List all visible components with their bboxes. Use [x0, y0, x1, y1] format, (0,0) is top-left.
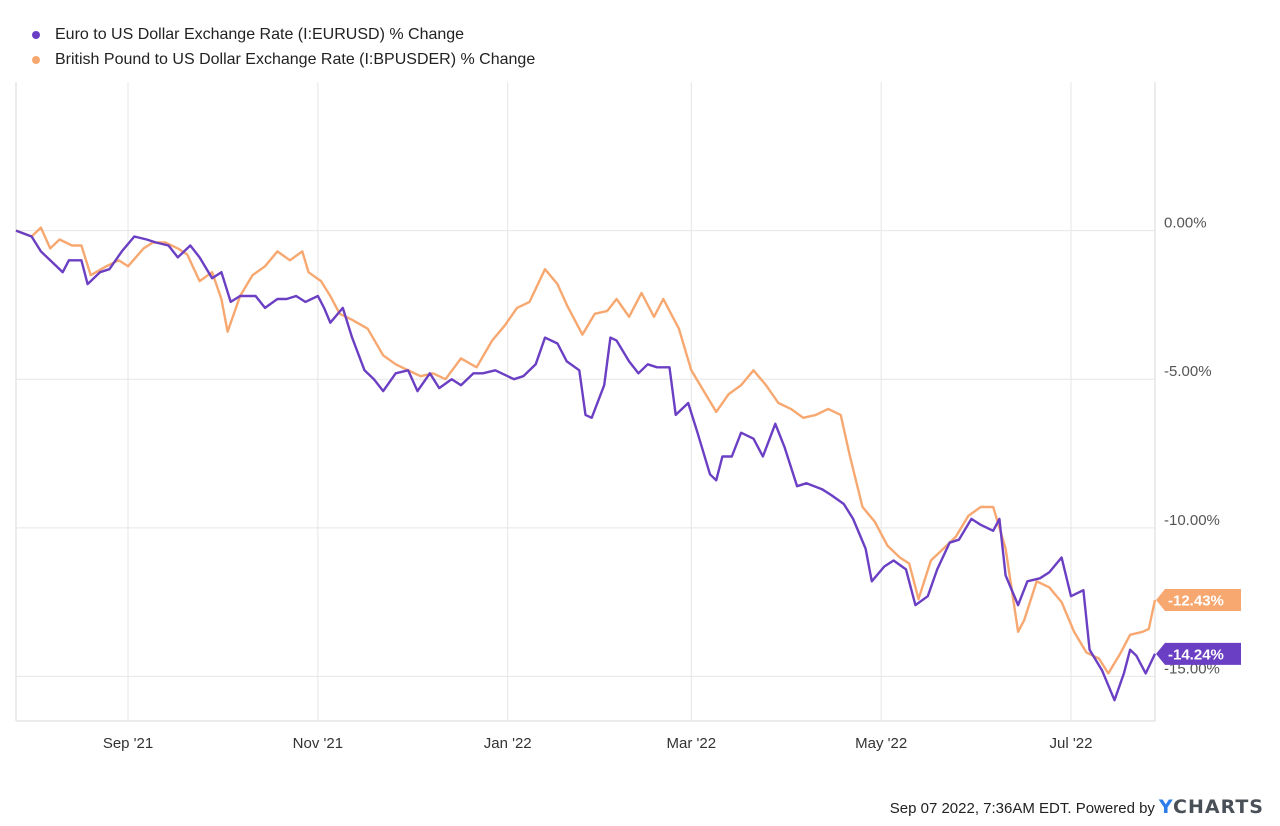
y-tick-label: -5.00% — [1164, 363, 1212, 380]
legend-dot-eurusd — [32, 30, 40, 39]
footer: Sep 07 2022, 7:36AM EDT. Powered by YCHA… — [890, 796, 1264, 818]
series-lines — [15, 226, 1157, 702]
footer-timestamp: Sep 07 2022, 7:36AM EDT. — [889, 800, 1072, 817]
x-tick-label: Nov '21 — [293, 735, 343, 752]
legend-label-eurusd: Euro to US Dollar Exchange Rate (I:EURUS… — [55, 25, 465, 43]
line-chart: 0.00%-5.00%-10.00%-15.00% Sep '21 Nov '21… — [15, 82, 1241, 752]
x-tick-label: Jan '22 — [484, 735, 532, 752]
ycharts-logo-y: Y — [1158, 796, 1174, 818]
series-line-eurusd — [15, 229, 1157, 702]
vertical-gridlines — [15, 82, 1156, 722]
end-label-value: -14.24% — [1168, 646, 1224, 663]
ycharts-logo-rest: CHARTS — [1173, 796, 1264, 818]
x-tick-label: Mar '22 — [667, 735, 717, 752]
end-label-badge — [1156, 642, 1241, 665]
ycharts-logo[interactable]: YCHARTS — [1159, 796, 1264, 818]
legend-item-bpusder[interactable]: British Pound to US Dollar Exchange Rate… — [32, 47, 535, 72]
legend-label-bpusder: British Pound to US Dollar Exchange Rate… — [55, 50, 536, 68]
horizontal-gridlines — [16, 230, 1155, 677]
series-line-bpusder — [15, 226, 1157, 675]
legend: Euro to US Dollar Exchange Rate (I:EURUS… — [32, 22, 535, 72]
legend-item-eurusd[interactable]: Euro to US Dollar Exchange Rate (I:EURUS… — [32, 22, 535, 47]
y-tick-label: 0.00% — [1164, 215, 1207, 232]
end-label-badge — [1156, 589, 1241, 612]
legend-dot-bpusder — [32, 55, 40, 64]
end-label-value: -12.43% — [1168, 593, 1224, 610]
x-tick-label: Sep '21 — [103, 735, 153, 752]
x-tick-label: Jul '22 — [1050, 735, 1093, 752]
y-tick-label: -10.00% — [1164, 512, 1220, 529]
x-tick-label: May '22 — [855, 735, 907, 752]
x-axis-labels: Sep '21 Nov '21 Jan '22 Mar '22 May '22 Jul '… — [103, 735, 1093, 752]
footer-powered-by: Powered by — [1075, 800, 1155, 817]
end-label-eurusd: -14.24% — [1156, 642, 1241, 665]
end-value-labels: -14.24% -12.43% — [1156, 589, 1241, 665]
end-label-bpusder: -12.43% — [1156, 589, 1241, 612]
